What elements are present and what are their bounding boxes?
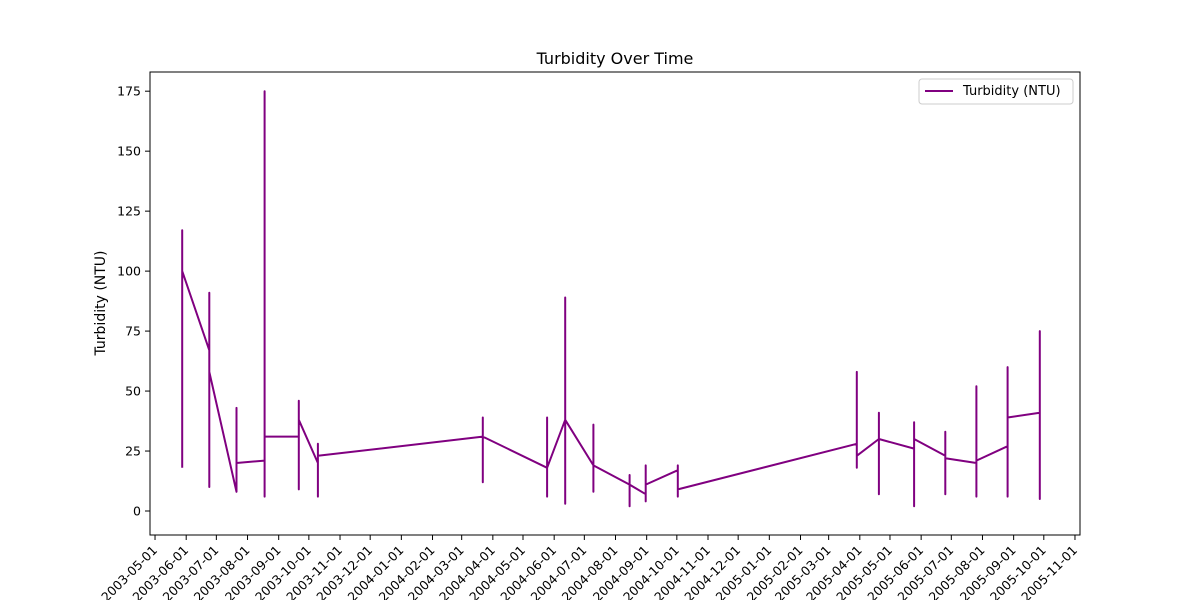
plot-area-frame <box>149 71 1081 536</box>
plot-data-layer <box>181 90 1041 508</box>
y-axis-ticks: 0 25 50 75 100 125 150 175 <box>117 84 150 519</box>
legend: Turbidity (NTU) <box>918 78 1074 105</box>
y-tick-label: 25 <box>125 444 141 459</box>
y-tick-label: 0 <box>133 504 141 519</box>
y-tick-label: 175 <box>117 84 141 99</box>
legend-label: Turbidity (NTU) <box>962 84 1061 99</box>
x-axis-ticks: 2003-05-012003-06-012003-07-012003-08-01… <box>98 535 1080 600</box>
y-tick-label: 75 <box>125 324 141 339</box>
y-tick-label: 150 <box>117 144 141 159</box>
series-line-0 <box>181 90 1041 508</box>
chart-title: Turbidity Over Time <box>536 49 694 68</box>
y-tick-label: 125 <box>117 204 141 219</box>
y-tick-label: 50 <box>125 384 141 399</box>
y-axis-label: Turbidity (NTU) <box>93 250 109 356</box>
y-tick-label: 100 <box>117 264 141 279</box>
legend-box <box>918 78 1074 105</box>
